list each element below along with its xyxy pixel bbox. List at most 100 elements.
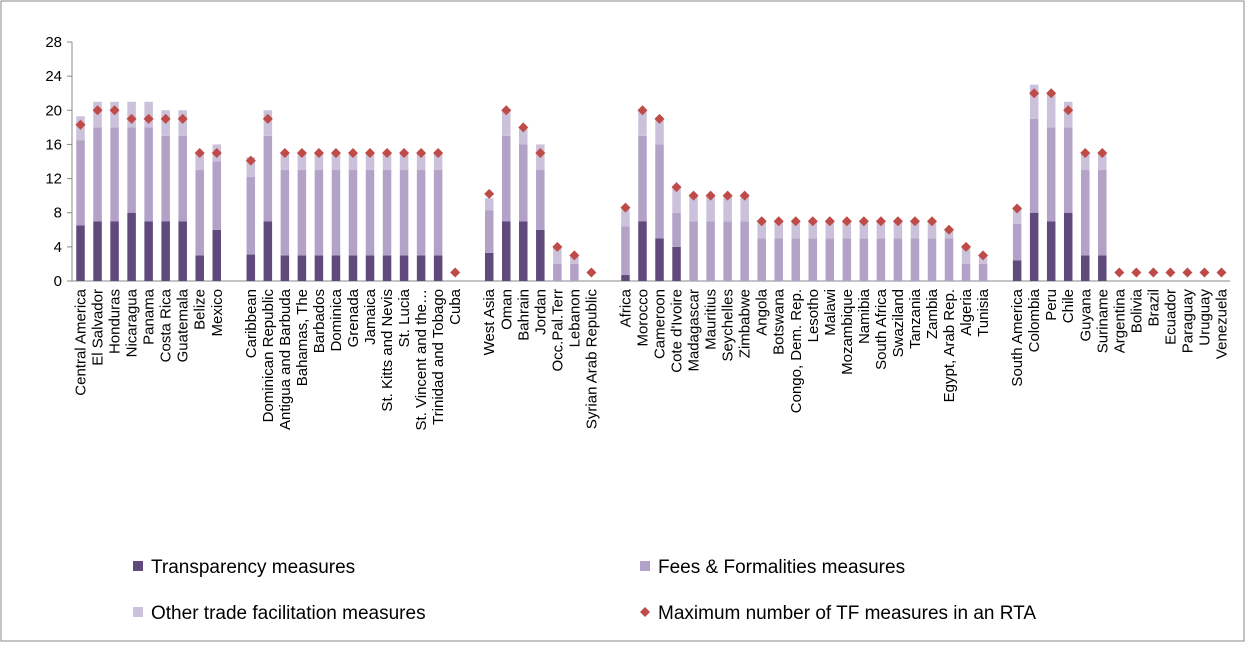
max-marker — [75, 119, 86, 130]
x-tick-label: Costa Rica — [158, 288, 175, 362]
max-marker — [756, 216, 767, 227]
bar-segment — [263, 135, 273, 222]
bar-segment — [553, 246, 562, 264]
bar-segment — [910, 221, 920, 239]
x-tick-label: Belize — [192, 289, 209, 330]
max-marker — [1114, 267, 1125, 278]
legend-label: Maximum number of TF measures in an RTA — [658, 603, 1036, 624]
bar-segment — [825, 238, 835, 281]
bar-segment — [178, 221, 187, 281]
x-tick-label: Guatemala — [175, 288, 192, 362]
max-marker — [824, 216, 835, 227]
bar-segment — [382, 255, 392, 281]
bar-segment — [638, 135, 647, 222]
x-tick-label: Mozambique — [839, 289, 856, 375]
bar-segment — [672, 212, 681, 247]
max-marker — [296, 147, 307, 158]
max-marker — [1131, 267, 1142, 278]
x-tick-label: Trinidad and Tobago — [430, 289, 447, 425]
bar-segment — [416, 152, 426, 171]
bar-segment — [1012, 260, 1022, 281]
x-tick-label: Paraguay — [1179, 289, 1196, 354]
legend-marker — [640, 607, 650, 617]
y-tick-label: 16 — [45, 136, 62, 153]
max-marker — [262, 113, 273, 124]
x-tick-label: Zimbabwe — [737, 289, 754, 358]
x-tick-label: Zambia — [924, 288, 941, 339]
x-tick-label: Peru — [1043, 289, 1060, 321]
bar-segment — [1029, 118, 1039, 213]
bar-segment — [910, 238, 920, 281]
x-tick-label: Bolivia — [1128, 288, 1145, 333]
bar-segment — [348, 170, 358, 256]
bar-segment — [399, 152, 409, 171]
bar-segment — [382, 170, 392, 256]
bar-segment — [774, 221, 783, 239]
legend-label: Other trade facilitation measures — [151, 603, 426, 624]
x-tick-label: Syrian Arab Republic — [583, 289, 600, 430]
y-tick-label: 24 — [45, 68, 62, 85]
x-tick-label: Guyana — [1077, 288, 1094, 341]
x-tick-label: Ecuador — [1162, 289, 1179, 345]
bar-segment — [314, 170, 324, 256]
bar-segment — [161, 221, 170, 281]
bar-segment — [519, 221, 528, 281]
max-marker — [279, 147, 290, 158]
bar-segment — [808, 238, 818, 281]
x-tick-label: Chile — [1060, 289, 1077, 323]
bar-segment — [110, 127, 119, 222]
max-marker — [211, 147, 222, 158]
bar-segment — [655, 238, 664, 281]
bar-segment — [93, 221, 102, 281]
bar-segment — [399, 170, 409, 256]
bar-segment — [961, 263, 971, 281]
bar-segment — [842, 221, 852, 239]
bar-segment — [1046, 127, 1056, 222]
max-marker — [109, 105, 120, 116]
x-tick-label: Jordan — [532, 289, 549, 335]
bar-segment — [433, 255, 443, 281]
bar-segment — [161, 135, 170, 222]
x-tick-label: Honduras — [107, 289, 124, 354]
max-marker — [535, 147, 546, 158]
max-marker — [416, 147, 427, 158]
x-tick-label: Grenada — [345, 288, 362, 347]
bar-segment — [553, 263, 562, 281]
bar-segment — [416, 170, 426, 256]
legend-swatch — [133, 561, 143, 571]
max-marker — [1063, 105, 1074, 116]
bar-segment — [93, 127, 102, 222]
bar-segment — [1098, 255, 1107, 281]
bar-segment — [484, 198, 494, 211]
x-tick-label: Central America — [73, 288, 90, 395]
x-tick-label: Uruguay — [1196, 289, 1213, 346]
max-marker — [790, 216, 801, 227]
max-marker — [433, 147, 444, 158]
bar-segment — [144, 127, 153, 222]
bar-segment — [859, 238, 869, 281]
x-tick-label: St. Kitts and Nevis — [379, 289, 396, 412]
bar-segment — [178, 135, 187, 222]
bar-segment — [76, 225, 85, 281]
bar-segment — [672, 187, 681, 213]
x-tick-label: Venezuela — [1213, 288, 1230, 359]
bar-segment — [808, 221, 818, 239]
x-tick-label: Dominica — [328, 288, 345, 351]
bar-segment — [280, 152, 290, 171]
bar-segment — [314, 152, 324, 171]
x-tick-label: Oman — [498, 289, 515, 330]
max-marker — [313, 147, 324, 158]
x-tick-label: Swaziland — [890, 289, 907, 357]
x-tick-label: Botswana — [771, 288, 788, 355]
bar-segment — [195, 152, 204, 171]
bar-segment — [365, 255, 375, 281]
bar-segment — [484, 252, 494, 281]
bar-segment — [706, 195, 715, 222]
bar-segment — [1063, 212, 1073, 281]
max-marker — [654, 113, 665, 124]
bar-segment — [1063, 127, 1073, 213]
bar-segment — [484, 210, 494, 253]
max-marker — [637, 105, 648, 116]
x-tick-label: Angola — [754, 288, 771, 335]
max-marker — [944, 224, 955, 235]
